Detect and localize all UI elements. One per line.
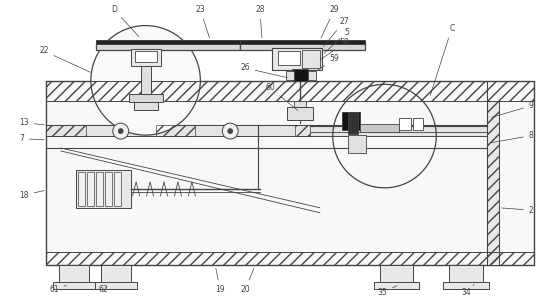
Text: 62: 62 [99,286,108,294]
Bar [295,125,310,136]
Bar [96,172,103,206]
Bar [348,112,358,134]
Bar [286,71,294,80]
Bar [240,43,364,51]
Bar [302,51,320,68]
Bar [46,125,487,136]
Bar [348,135,365,153]
Text: 59: 59 [318,55,339,70]
Text: 8: 8 [492,131,533,143]
Bar [78,172,85,206]
Circle shape [222,123,238,139]
Bar [114,172,121,206]
Text: 61: 61 [49,285,66,294]
Bar [360,124,400,132]
Text: 2: 2 [502,206,533,215]
Text: 18: 18 [19,190,44,200]
Circle shape [228,129,233,134]
Circle shape [118,129,123,134]
Text: 13: 13 [19,118,44,127]
Bar [134,51,157,63]
Bar [134,102,157,110]
Text: 7: 7 [19,134,44,143]
Bar [413,118,424,130]
Text: 26: 26 [240,63,287,78]
Text: 19: 19 [215,268,225,294]
Bar [400,118,411,130]
Text: 34: 34 [461,284,474,297]
Bar [141,67,151,98]
Circle shape [91,26,200,135]
Text: 20: 20 [240,268,254,294]
Bar [131,50,161,67]
Bar [272,48,322,71]
Bar [105,172,112,206]
Bar [101,265,131,284]
Bar [46,81,534,265]
Bar [308,71,316,80]
Bar [292,69,308,81]
Text: 60: 60 [265,83,298,111]
Bar [487,101,499,265]
Bar [287,107,313,120]
Bar [129,94,162,102]
Text: 5: 5 [324,27,349,54]
Bar [156,125,195,136]
Bar [240,39,364,43]
Bar [96,43,240,51]
Bar [59,265,89,284]
Bar [294,101,306,107]
Bar [46,81,534,101]
Text: 29: 29 [321,5,339,38]
Text: 27: 27 [324,17,349,46]
Text: 58: 58 [320,38,349,60]
Bar [46,252,534,265]
Bar [443,282,489,290]
Bar [87,172,94,206]
Bar [53,282,95,290]
Bar [278,51,300,65]
Text: 23: 23 [195,5,209,38]
Text: 35: 35 [378,286,397,297]
Bar [46,125,86,136]
Bar [449,265,483,284]
Bar [373,282,420,290]
Bar [96,39,240,43]
Text: 28: 28 [255,5,264,38]
Circle shape [113,123,129,139]
Bar [379,265,413,284]
Bar [95,282,137,290]
Text: C: C [430,23,454,95]
Text: 9: 9 [492,101,534,117]
Text: 22: 22 [39,47,90,72]
Bar [76,170,131,208]
Text: D: D [110,5,139,36]
Bar [341,112,360,130]
